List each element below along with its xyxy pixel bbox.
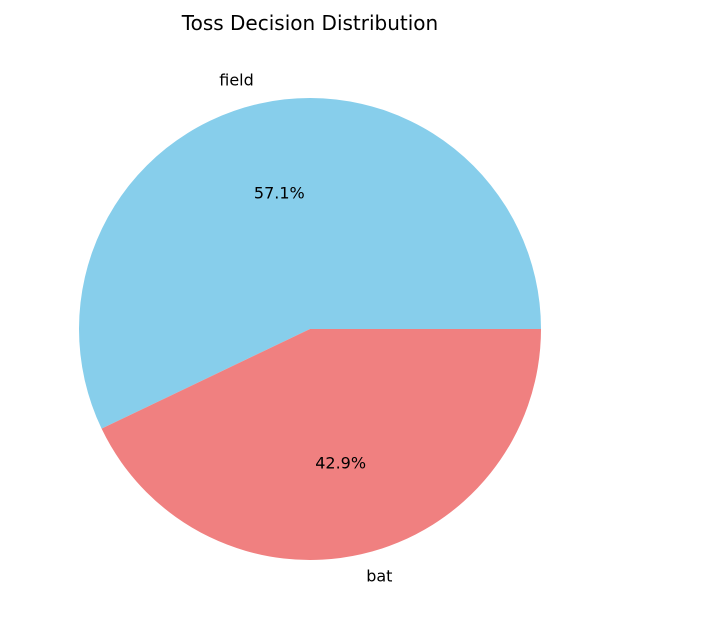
pie-label-bat: bat	[366, 566, 392, 585]
pie-value-label-bat: 42.9%	[315, 454, 366, 473]
pie-slice-bat	[101, 329, 541, 561]
pie-labels: field 57.1% bat 42.9%	[219, 71, 392, 586]
pie-value-label-field: 57.1%	[254, 183, 305, 202]
pie-label-field: field	[219, 71, 254, 90]
chart-title: Toss Decision Distribution	[181, 11, 438, 35]
pie-slice-field	[79, 98, 541, 429]
pie-slices	[79, 98, 541, 561]
